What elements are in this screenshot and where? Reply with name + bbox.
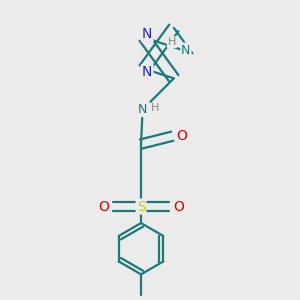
Text: N: N — [142, 27, 152, 41]
Text: O: O — [173, 200, 184, 214]
Text: O: O — [176, 129, 187, 143]
Text: S: S — [136, 200, 146, 214]
Text: O: O — [98, 200, 109, 214]
Text: H: H — [168, 37, 176, 47]
Text: N: N — [181, 44, 190, 56]
Text: N: N — [138, 103, 147, 116]
Text: N: N — [142, 65, 152, 79]
Text: H: H — [151, 103, 159, 113]
